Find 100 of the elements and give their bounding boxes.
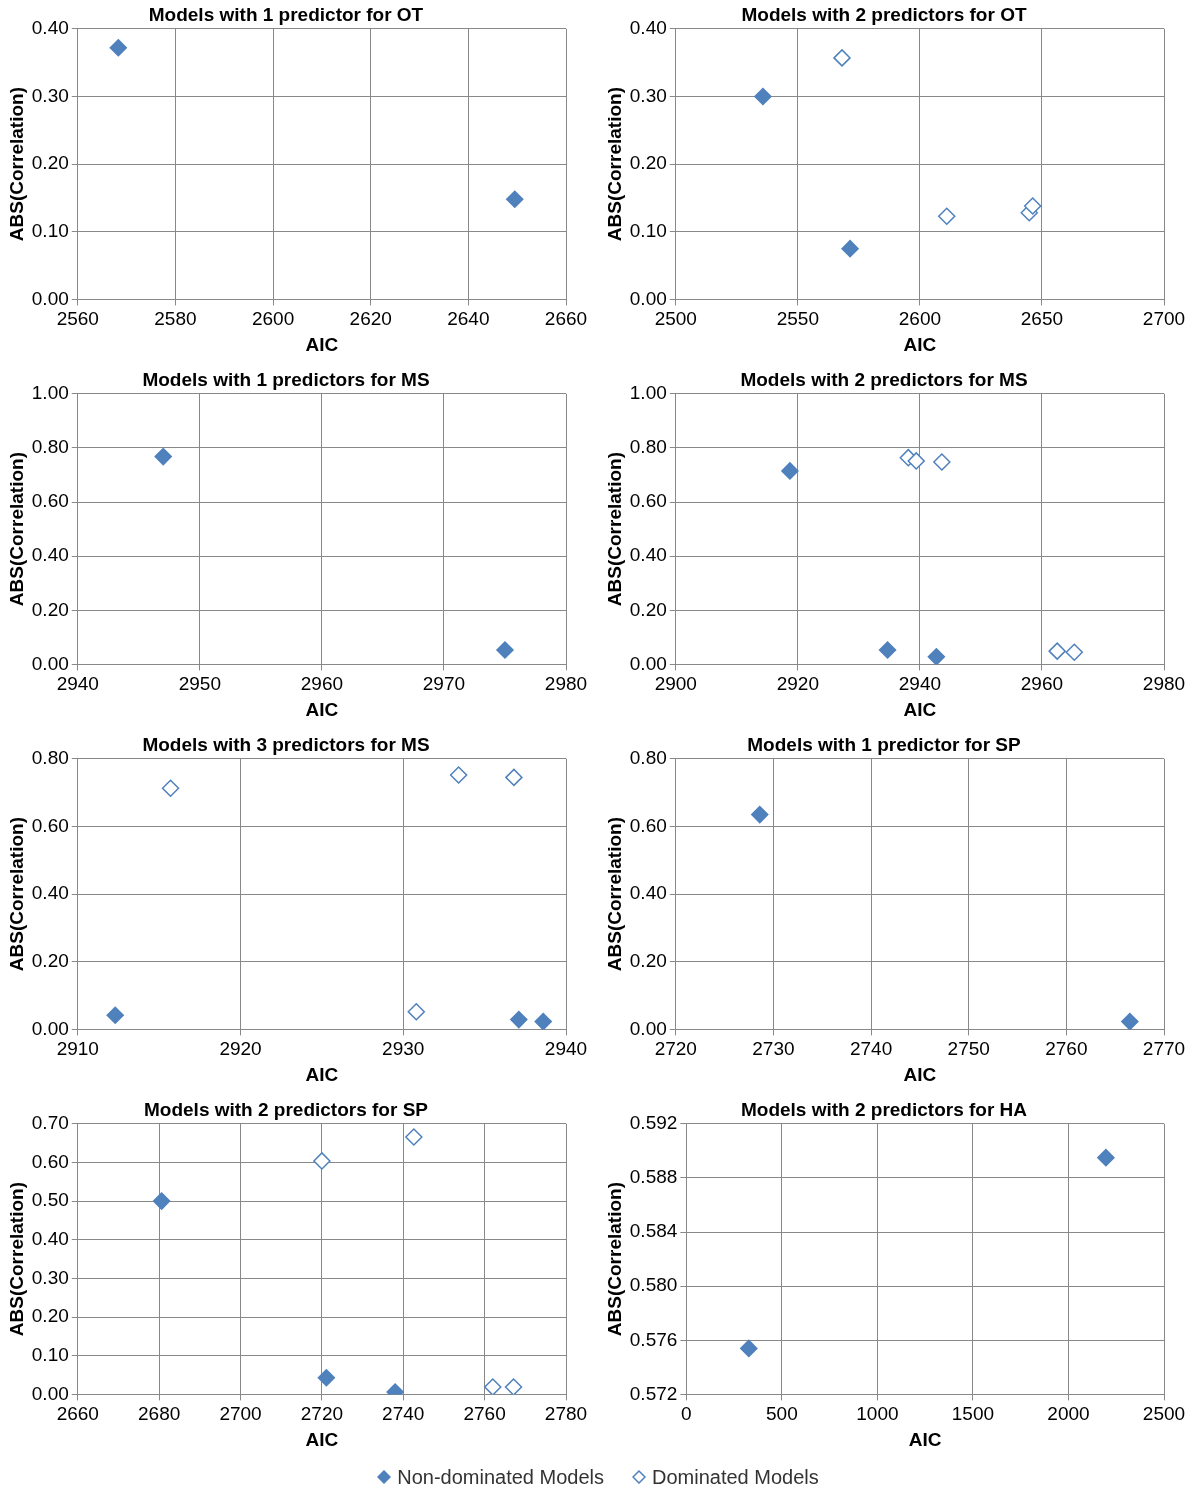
y-tick-label: 0.40 xyxy=(31,882,69,904)
y-tick-label: 0.572 xyxy=(629,1382,678,1404)
x-tick-label: 2760 xyxy=(463,1403,506,1425)
y-axis-title: ABS(Correlation) xyxy=(603,87,625,242)
point xyxy=(1048,642,1066,660)
x-axis-title: AIC xyxy=(908,1428,942,1450)
point xyxy=(534,1012,552,1030)
x-tick-label: 2940 xyxy=(544,1038,588,1060)
point xyxy=(152,1192,171,1210)
x-axis-title: AIC xyxy=(305,1428,339,1450)
x-tick-label: 2930 xyxy=(382,1038,425,1060)
x-tick-label: 500 xyxy=(766,1403,798,1425)
point xyxy=(933,453,951,471)
x-axis-title: AIC xyxy=(903,698,937,720)
x-tick-label: 2660 xyxy=(56,1403,99,1425)
y-tick-label: 0.10 xyxy=(629,219,667,241)
x-tick-label: 2940 xyxy=(898,673,942,695)
x-tick-label: 2600 xyxy=(898,308,942,330)
x-tick-label: 2660 xyxy=(544,308,588,330)
x-tick-label: 2760 xyxy=(1045,1038,1088,1060)
y-axis-title: ABS(Correlation) xyxy=(5,1182,27,1337)
y-tick-label: 0.00 xyxy=(31,1382,69,1404)
x-tick-label: 2920 xyxy=(219,1038,262,1060)
y-tick-label: 0.580 xyxy=(629,1274,678,1296)
x-tick-label: 2960 xyxy=(1020,673,1064,695)
y-tick-label: 0.00 xyxy=(31,1017,69,1039)
x-axis-title: AIC xyxy=(305,1063,339,1085)
y-tick-label: 0.80 xyxy=(629,747,667,769)
y-tick-label: 0.30 xyxy=(629,84,667,106)
y-tick-label: 0.10 xyxy=(31,219,69,241)
point xyxy=(833,49,851,67)
x-tick-label: 2950 xyxy=(178,673,221,695)
x-tick-label: 2500 xyxy=(654,308,697,330)
y-tick-label: 0.40 xyxy=(629,882,667,904)
legend-label: Non-dominated Models xyxy=(397,1465,605,1489)
point xyxy=(781,462,799,480)
y-tick-label: 1.00 xyxy=(629,382,667,404)
point xyxy=(510,1010,528,1029)
point xyxy=(937,207,956,225)
chart-title: Models with 2 predictors for OT xyxy=(741,3,1027,25)
y-tick-label: 0.00 xyxy=(31,287,69,309)
y-tick-label: 0.00 xyxy=(629,287,667,309)
x-tick-label: 2730 xyxy=(752,1038,795,1060)
x-tick-label: 0 xyxy=(681,1403,692,1425)
y-tick-label: 0.40 xyxy=(629,544,667,566)
x-tick-label: 1500 xyxy=(951,1403,995,1425)
x-tick-label: 2580 xyxy=(154,308,197,330)
y-tick-label: 0.30 xyxy=(31,1266,69,1288)
y-tick-label: 0.00 xyxy=(629,1017,667,1039)
y-tick-label: 0.00 xyxy=(31,652,69,674)
point xyxy=(106,1006,124,1024)
y-tick-label: 0.60 xyxy=(629,490,667,512)
x-tick-label: 2620 xyxy=(349,308,392,330)
x-tick-label: 2740 xyxy=(382,1403,425,1425)
x-tick-label: 2780 xyxy=(544,1403,588,1425)
y-tick-label: 0.50 xyxy=(31,1189,69,1211)
y-tick-label: 0.20 xyxy=(31,152,69,174)
point xyxy=(1065,643,1084,661)
y-axis-title: ABS(Correlation) xyxy=(603,452,625,607)
x-tick-label: 2910 xyxy=(56,1038,99,1060)
legend-label: Dominated Models xyxy=(652,1465,819,1489)
point xyxy=(841,239,859,258)
x-tick-label: 2970 xyxy=(422,673,466,695)
y-tick-label: 0.20 xyxy=(629,598,667,620)
y-tick-label: 0.20 xyxy=(31,949,69,971)
x-tick-label: 2740 xyxy=(849,1038,893,1060)
y-tick-label: 0.592 xyxy=(629,1112,678,1134)
y-tick-label: 0.576 xyxy=(629,1328,678,1350)
y-tick-label: 0.60 xyxy=(31,1150,69,1172)
point xyxy=(754,87,772,106)
x-tick-label: 2600 xyxy=(251,308,295,330)
y-tick-label: 0.60 xyxy=(31,490,69,512)
chart-title: Models with 1 predictors for MS xyxy=(142,368,430,390)
point xyxy=(317,1369,336,1387)
x-tick-label: 2560 xyxy=(56,308,99,330)
y-tick-label: 0.40 xyxy=(31,544,69,566)
x-tick-label: 2720 xyxy=(654,1038,697,1060)
chart-title: Models with 2 predictors for HA xyxy=(740,1098,1028,1120)
chart-title: Models with 3 predictors for MS xyxy=(142,733,430,755)
y-tick-label: 0.60 xyxy=(31,814,69,836)
chart-title: Models with 2 predictors for MS xyxy=(740,368,1028,390)
point xyxy=(1023,197,1042,215)
y-tick-label: 0.80 xyxy=(629,436,667,458)
point xyxy=(449,766,468,784)
x-tick-label: 2770 xyxy=(1142,1038,1186,1060)
y-tick-label: 0.30 xyxy=(31,84,69,106)
y-tick-label: 0.20 xyxy=(31,598,69,620)
x-tick-label: 2940 xyxy=(56,673,99,695)
x-axis-title: AIC xyxy=(903,333,937,355)
x-axis-title: AIC xyxy=(305,333,339,355)
x-tick-label: 2500 xyxy=(1142,1403,1186,1425)
x-tick-label: 2920 xyxy=(776,673,819,695)
x-tick-label: 1000 xyxy=(856,1403,899,1425)
point xyxy=(505,768,523,787)
y-axis-title: ABS(Correlation) xyxy=(5,87,27,242)
x-axis-title: AIC xyxy=(903,1063,937,1085)
y-tick-label: 0.60 xyxy=(629,814,667,836)
x-tick-label: 2960 xyxy=(300,673,344,695)
chart-title: Models with 1 predictor for SP xyxy=(747,733,1022,755)
point xyxy=(907,452,925,470)
